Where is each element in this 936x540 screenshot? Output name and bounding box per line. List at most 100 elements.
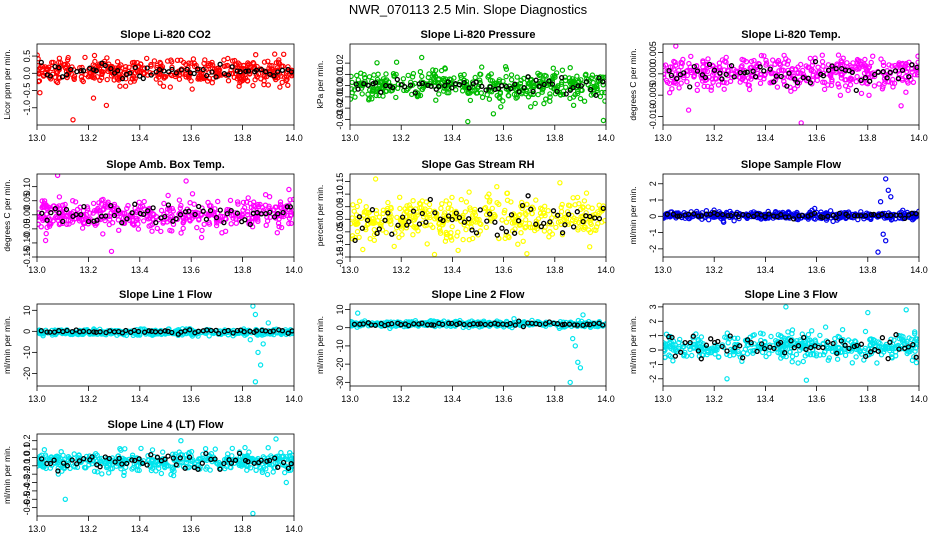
subset-point [38,328,44,334]
subset-point [724,348,730,354]
data-point [42,237,49,244]
x-tick-label: 14.0 [597,394,615,404]
subset-point [412,90,418,96]
data-point [752,347,758,354]
points-layer [663,304,919,383]
data-point [350,73,354,80]
data-point [64,57,71,63]
outlier-point [600,117,606,124]
subset-point [416,81,422,87]
subset-point [871,211,877,218]
data-point [574,194,581,201]
subset-point [512,81,518,87]
data-point [575,90,581,97]
data-point [514,74,520,80]
outlier-point [888,194,894,200]
data-point [511,220,518,226]
subset-point [862,213,869,219]
data-point [505,215,511,222]
subset-point [547,219,553,225]
data-point [765,208,771,215]
subset-point [830,340,836,347]
x-axis: 13.0 13.2 13.4 13.6 13.8 14.0 [28,257,303,275]
y-tick-label: 0.02 [335,54,345,72]
subset-point [195,328,202,334]
data-point [79,225,86,231]
data-point [397,194,403,200]
data-point [55,471,62,477]
subset-point [717,70,723,76]
y-axis-label: percent per min. [315,185,325,246]
subset-point [536,83,542,89]
subset-point [559,230,566,236]
data-point [247,200,253,207]
data-point [663,77,670,84]
data-point [842,83,849,89]
data-point [479,94,486,101]
data-point [663,346,667,353]
data-point [136,199,142,205]
subset-point [740,355,746,361]
subset-point [519,202,526,209]
subset-point [156,66,163,73]
data-point [691,341,698,348]
y-tick-label: -2 [648,245,658,253]
data-point [239,211,245,217]
data-point [100,196,106,203]
subset-point [728,212,734,219]
subset-point [566,211,572,218]
panel-title: Slope Line 2 Flow [432,289,525,301]
subset-point [207,207,214,214]
data-point [41,447,48,453]
data-point [909,357,916,364]
subset-point [868,211,875,218]
data-point [809,328,815,334]
data-point [667,89,673,96]
data-point [397,205,403,212]
data-point [486,96,493,102]
subset-point [690,333,696,339]
data-point [105,470,112,476]
data-point [909,69,915,75]
subset-point [584,321,590,327]
subset-point [790,216,797,222]
data-point [694,87,701,94]
data-point [286,215,293,221]
data-point [350,202,356,208]
subset-point [803,346,809,353]
data-point [587,229,594,236]
x-tick-label: 13.6 [182,133,200,143]
subset-point [562,222,568,228]
x-tick-label: 14.0 [597,133,615,143]
y-tick-label: 0.00 [335,211,345,229]
subset-point [593,92,599,98]
data-point [751,57,757,64]
data-point [496,78,502,85]
data-point [567,64,573,71]
data-point [794,82,801,89]
subset-point [132,64,138,71]
subset-point [825,213,831,219]
data-point [868,59,874,66]
data-point [663,71,667,78]
data-point [878,345,884,351]
y-tick-label: -0.05 [335,222,345,243]
y-tick-label: 0.5 [22,50,32,63]
subset-point [466,85,472,91]
data-point [883,341,890,348]
data-point [91,468,98,474]
data-point [746,86,753,93]
data-point [502,207,508,214]
data-point [231,74,237,81]
subset-point [574,209,580,215]
subset-point [60,218,66,225]
subset-point [461,321,467,328]
data-point [129,76,136,82]
outlier-point [724,376,730,382]
subset-point [862,75,869,81]
data-point [180,225,186,232]
data-point [784,61,791,67]
subset-point [533,77,539,83]
